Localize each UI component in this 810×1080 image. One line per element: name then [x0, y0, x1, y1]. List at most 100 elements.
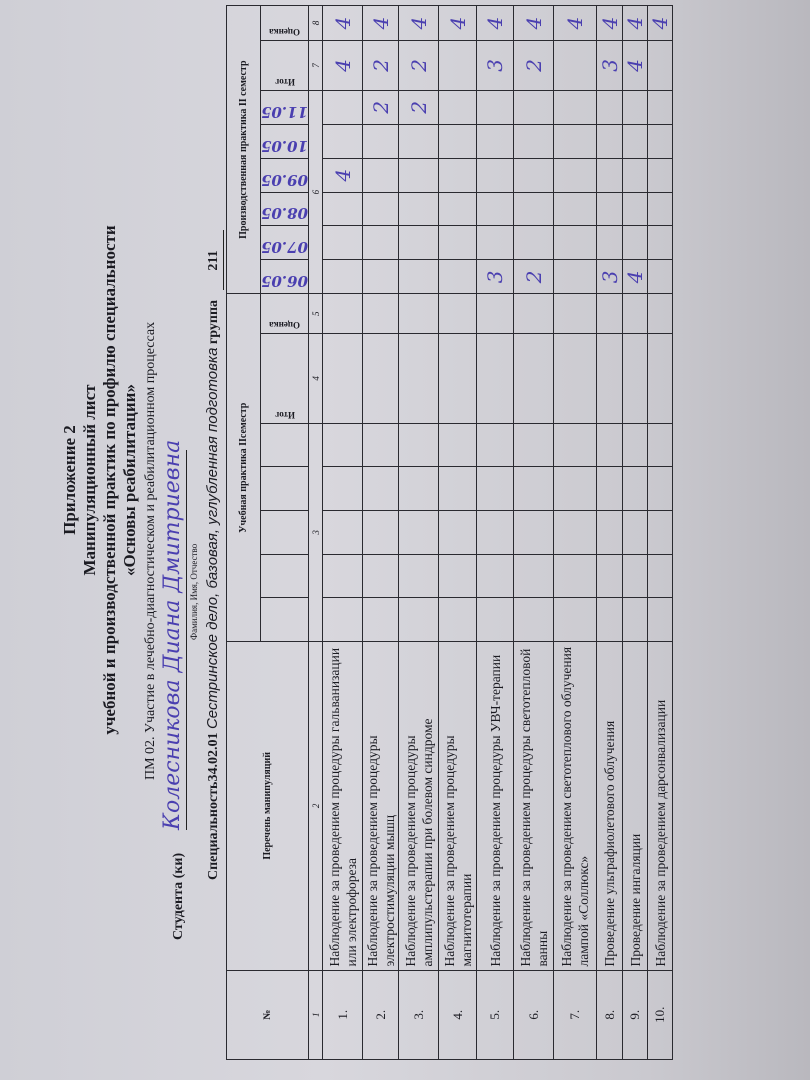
col-grade-edu-header: Оценка [260, 293, 309, 334]
day-mark [553, 259, 597, 294]
day-mark [596, 124, 623, 159]
day-mark [322, 192, 363, 226]
day-mark: 4 [322, 158, 363, 193]
total-mark [553, 40, 597, 91]
grade-mark: 4 [596, 5, 623, 41]
day-mark [476, 192, 514, 226]
manipulation-name: Наблюдение за проведением светотеплового… [553, 641, 597, 971]
day-mark [476, 158, 514, 193]
edu-cell [322, 333, 363, 424]
edu-cell [596, 554, 623, 598]
day-mark [596, 226, 623, 260]
day-mark [398, 226, 439, 260]
table-row: 4. Наблюдение за проведением процедуры ма… [438, 5, 477, 1060]
date-header: 10.05 [260, 124, 309, 159]
group-value: 211 [205, 230, 224, 291]
day-mark [622, 192, 648, 226]
edu-cell [438, 293, 477, 334]
grade-mark: 4 [553, 5, 597, 41]
edu-cell [596, 466, 623, 511]
column-number: 4 [308, 333, 323, 424]
edu-cell [513, 466, 554, 511]
edu-cell [622, 510, 648, 555]
day-mark [438, 90, 477, 125]
edu-day-cell [260, 423, 309, 467]
column-number: 3 [308, 423, 323, 642]
total-mark: 3 [476, 40, 514, 91]
day-mark [647, 226, 673, 260]
edu-cell [647, 423, 673, 467]
day-mark [596, 192, 623, 226]
section-prod-header: Производственная практика II семестр [226, 5, 261, 294]
col-total-prod-header: Итог [260, 40, 309, 91]
grade-label: Оценка [269, 27, 300, 38]
table-row: 8. Проведение ультрафиолетового облучения… [596, 5, 623, 1060]
edu-cell [647, 554, 673, 598]
column-number: 7 [308, 40, 323, 91]
day-mark [322, 226, 363, 260]
edu-cell [647, 466, 673, 511]
day-mark [362, 158, 399, 193]
day-mark [553, 158, 597, 193]
edu-cell [438, 423, 477, 467]
date-header: 08.05 [260, 192, 309, 226]
edu-cell [622, 554, 648, 598]
edu-cell [553, 466, 597, 511]
date-header: 07.05 [260, 226, 309, 260]
grade-mark: 4 [362, 5, 399, 41]
day-mark [398, 192, 439, 226]
document-subtitle: учебной и производственной практик по пр… [100, 225, 119, 735]
column-number: 8 [308, 5, 323, 41]
edu-cell [647, 293, 673, 334]
row-number: 8. [596, 970, 623, 1060]
column-number: 5 [308, 293, 323, 334]
row-number: 10. [647, 970, 673, 1060]
total-label: Итог [274, 409, 295, 420]
column-number: 1 [308, 970, 323, 1060]
manipulation-name: Наблюдение за проведением процедуры магн… [438, 641, 477, 971]
day-mark: 2 [362, 90, 399, 125]
day-mark [647, 192, 673, 226]
day-mark [553, 124, 597, 159]
manipulation-name: Проведение ультрафиолетового облучения [596, 641, 623, 971]
day-mark [476, 90, 514, 125]
course-title: «Основы реабилитации» [120, 384, 139, 576]
edu-cell [322, 510, 363, 555]
table-row: 3. Наблюдение за проведением процедуры ам… [398, 5, 439, 1060]
edu-cell [398, 293, 439, 334]
day-mark: 4 [622, 259, 648, 294]
total-mark: 4 [622, 40, 648, 91]
date-label: 10.05 [261, 136, 308, 155]
edu-cell [596, 597, 623, 642]
table-row: 10. Наблюдение за проведением дарсонвализ… [647, 5, 673, 1060]
edu-cell [647, 333, 673, 424]
edu-cell [438, 597, 477, 642]
day-mark [553, 192, 597, 226]
day-mark: 2 [398, 90, 439, 125]
edu-cell [362, 333, 399, 424]
total-mark: 3 [596, 40, 623, 91]
edu-cell [438, 333, 477, 424]
edu-cell [362, 466, 399, 511]
day-mark [322, 259, 363, 294]
day-mark [476, 226, 514, 260]
edu-day-cell [260, 597, 309, 642]
edu-cell [362, 597, 399, 642]
grade-mark: 4 [513, 5, 554, 41]
total-label: Итог [274, 76, 295, 87]
edu-cell [322, 293, 363, 334]
column-number: 6 [308, 90, 323, 294]
row-number: 9. [622, 970, 648, 1060]
date-label: 09.05 [261, 170, 308, 189]
day-mark [362, 192, 399, 226]
edu-day-cell [260, 554, 309, 598]
fio-caption: Фамилия, Имя, Отчество [189, 543, 199, 640]
date-header: 11.05 [260, 90, 309, 125]
edu-cell [322, 466, 363, 511]
manipulation-name: Наблюдение за проведением процедуры галь… [322, 641, 363, 971]
edu-cell [362, 554, 399, 598]
row-number: 5. [476, 970, 514, 1060]
edu-cell [398, 597, 439, 642]
